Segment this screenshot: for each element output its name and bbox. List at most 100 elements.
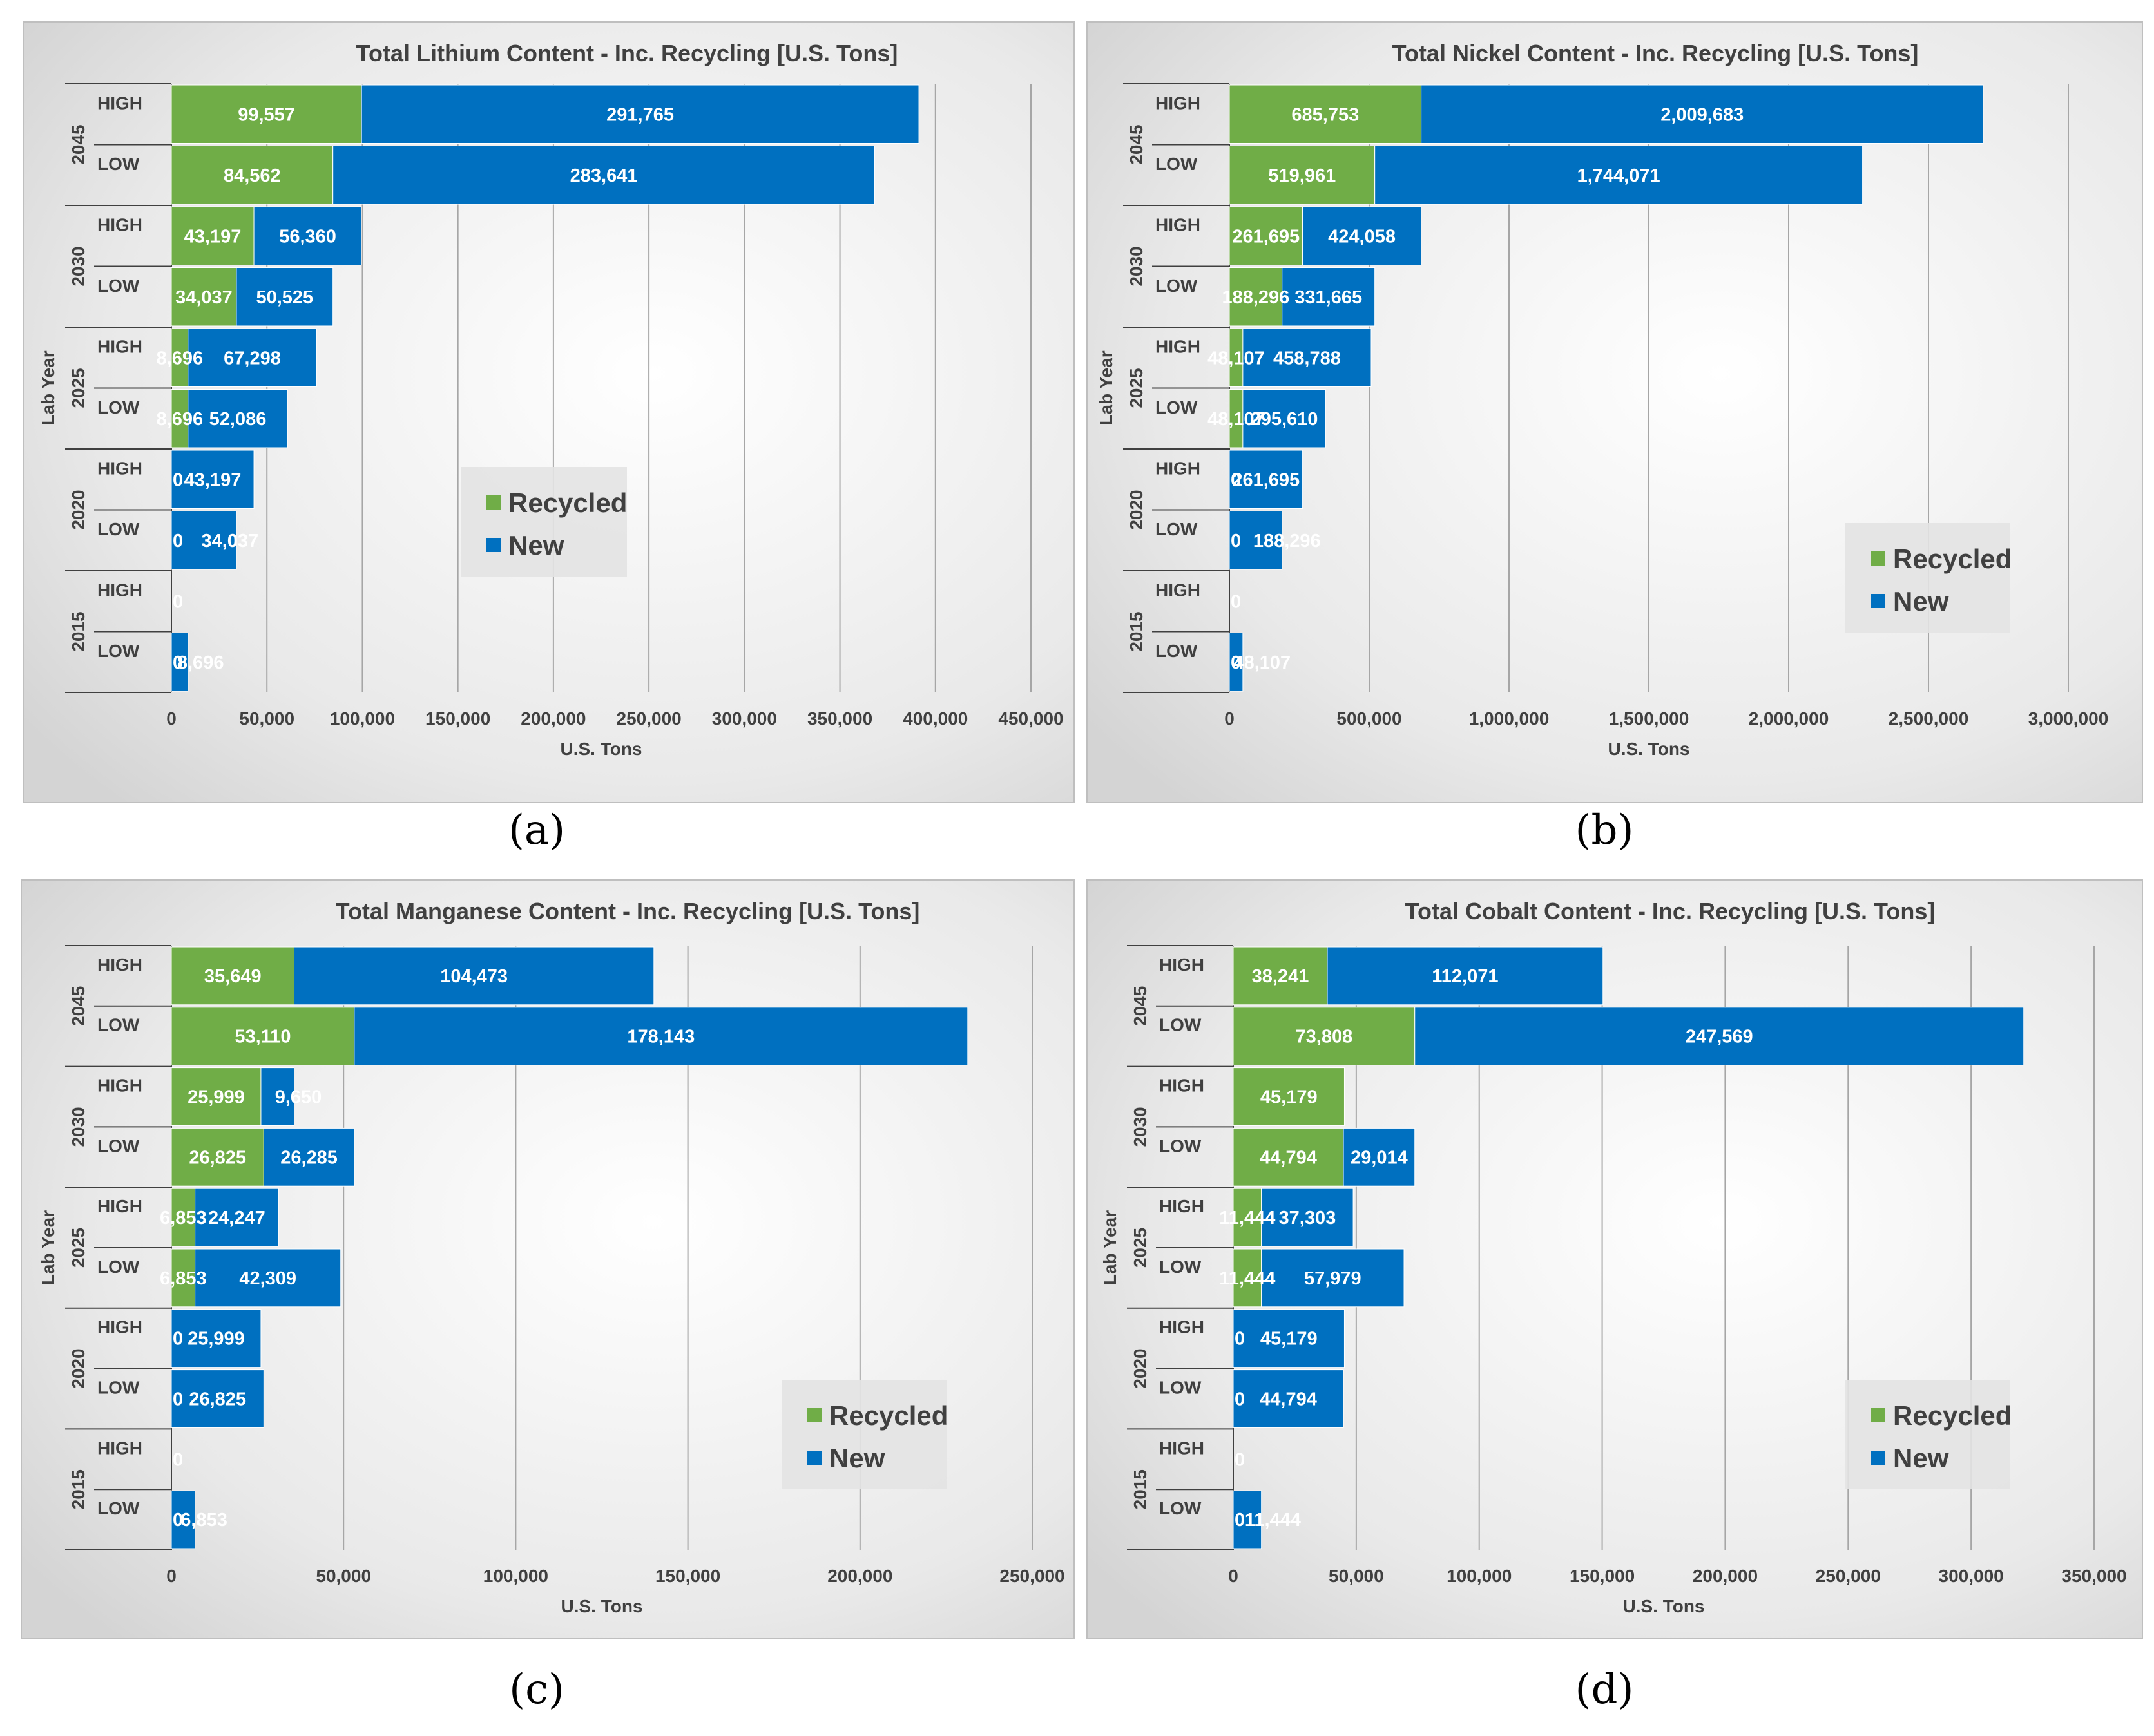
category-label: LOW <box>1155 397 1198 417</box>
bar-new <box>1374 146 1863 205</box>
legend-swatch-recycled <box>1871 551 1885 566</box>
legend: Recycled New <box>782 1380 948 1489</box>
data-label-recycled: 0 <box>1231 591 1241 612</box>
x-tick-label: 50,000 <box>239 709 294 729</box>
category-label: LOW <box>97 1257 140 1277</box>
category-label: HIGH <box>1159 1076 1204 1096</box>
chart-panel-d: Total Cobalt Content - Inc. Recycling [U… <box>1086 879 2143 1713</box>
category-label: LOW <box>97 397 140 417</box>
bar-recycled <box>171 146 334 205</box>
panel-caption: (a) <box>508 806 565 854</box>
category-label: LOW <box>1159 1498 1202 1518</box>
data-label-recycled: 0 <box>1231 470 1241 490</box>
bar-new <box>1282 267 1376 327</box>
bar-new <box>294 946 655 1006</box>
data-label-new: 45,179 <box>1260 1329 1318 1350</box>
bar-recycled <box>1229 146 1376 205</box>
bar-new <box>1242 389 1326 448</box>
category-label: LOW <box>97 1498 140 1518</box>
y-axis-title: Lab Year <box>1096 350 1116 425</box>
data-label-recycled: 0 <box>173 470 183 490</box>
data-label-new: 57,979 <box>1304 1268 1361 1289</box>
data-label-new: 2,009,683 <box>1660 104 1744 125</box>
bar-new <box>332 146 876 205</box>
x-tick-label: 400,000 <box>903 709 968 729</box>
data-label-recycled: 35,649 <box>204 966 262 987</box>
category-label: LOW <box>97 154 140 174</box>
data-label-recycled: 519,961 <box>1268 166 1336 186</box>
x-tick-label: 50,000 <box>316 1566 371 1586</box>
category-label: LOW <box>97 276 140 296</box>
legend-label-new: New <box>829 1443 885 1473</box>
year-label: 2020 <box>1126 490 1146 529</box>
bar-new <box>171 511 237 570</box>
category-label: HIGH <box>97 1438 142 1458</box>
bar-new <box>195 1248 341 1308</box>
category-label: HIGH <box>1155 215 1200 234</box>
x-tick-label: 500,000 <box>1336 709 1401 729</box>
legend-box <box>782 1380 947 1489</box>
category-label: HIGH <box>1155 458 1200 478</box>
bar-new <box>171 1309 262 1368</box>
x-tick-label: 150,000 <box>655 1566 720 1586</box>
data-label-new: 458,788 <box>1273 348 1341 368</box>
data-label-recycled: 43,197 <box>184 226 242 247</box>
data-label-new: 11,444 <box>1245 1510 1301 1531</box>
legend: Recycled New <box>1845 1380 2012 1489</box>
x-tick-label: 250,000 <box>1816 1566 1881 1586</box>
category-label: HIGH <box>97 1076 142 1096</box>
legend-label-recycled: Recycled <box>508 488 627 518</box>
year-label: 2015 <box>1126 611 1146 651</box>
data-label-recycled: 0 <box>173 531 183 551</box>
bar-new <box>1261 1248 1405 1308</box>
bar-recycled <box>171 206 255 265</box>
legend-box <box>1845 523 2010 633</box>
data-label-new: 52,086 <box>209 409 267 430</box>
data-label-new: 25,999 <box>188 1329 245 1350</box>
x-axis-title: U.S. Tons <box>561 1596 642 1616</box>
category-label: HIGH <box>97 336 142 356</box>
category-label: LOW <box>1159 1015 1202 1035</box>
legend: Recycled New <box>461 467 627 577</box>
data-label-recycled: 84,562 <box>224 166 281 186</box>
bar-recycled <box>1233 1067 1345 1126</box>
bar-recycled <box>1233 1127 1344 1187</box>
bar-recycled <box>171 389 189 448</box>
data-label-new: 56,360 <box>279 226 336 247</box>
year-label: 2030 <box>1126 246 1146 286</box>
x-tick-label: 150,000 <box>1570 1566 1635 1586</box>
data-label-new: 261,695 <box>1232 470 1300 490</box>
data-label-recycled: 45,179 <box>1260 1087 1318 1108</box>
category-label: HIGH <box>1159 955 1204 975</box>
legend-swatch-recycled <box>486 495 501 510</box>
year-label: 2025 <box>1126 368 1146 408</box>
x-tick-label: 100,000 <box>1447 1566 1512 1586</box>
category-label: LOW <box>97 641 140 661</box>
bar-new <box>354 1007 968 1066</box>
x-tick-label: 50,000 <box>1329 1566 1384 1586</box>
bar-recycled <box>1229 206 1303 265</box>
year-label: 2045 <box>68 986 88 1026</box>
chart-panel-a: Total Lithium Content - Inc. Recycling [… <box>23 21 1075 854</box>
bar-new <box>1421 84 1984 144</box>
category-label: HIGH <box>1159 1196 1204 1216</box>
bar-recycled <box>1233 946 1328 1006</box>
category-label: HIGH <box>1159 1438 1204 1458</box>
bar-new <box>1343 1127 1416 1187</box>
data-label-recycled: 0 <box>1231 653 1241 673</box>
bar-new <box>1233 1490 1262 1549</box>
x-tick-label: 250,000 <box>999 1566 1064 1586</box>
bar-recycled <box>171 946 295 1006</box>
category-label: LOW <box>1155 641 1198 661</box>
data-label-recycled: 0 <box>1235 1510 1245 1531</box>
bar-recycled <box>171 84 362 144</box>
category-label: HIGH <box>97 1196 142 1216</box>
x-tick-label: 100,000 <box>483 1566 548 1586</box>
data-label-recycled: 0 <box>1231 531 1241 551</box>
data-label-recycled: 34,037 <box>175 287 233 308</box>
chart-panel-c: Total Manganese Content - Inc. Recycling… <box>21 879 1075 1713</box>
category-label: HIGH <box>97 1317 142 1337</box>
data-label-recycled: 73,808 <box>1296 1027 1353 1047</box>
data-label-recycled: 38,241 <box>1252 966 1309 987</box>
category-label: LOW <box>97 1136 140 1156</box>
